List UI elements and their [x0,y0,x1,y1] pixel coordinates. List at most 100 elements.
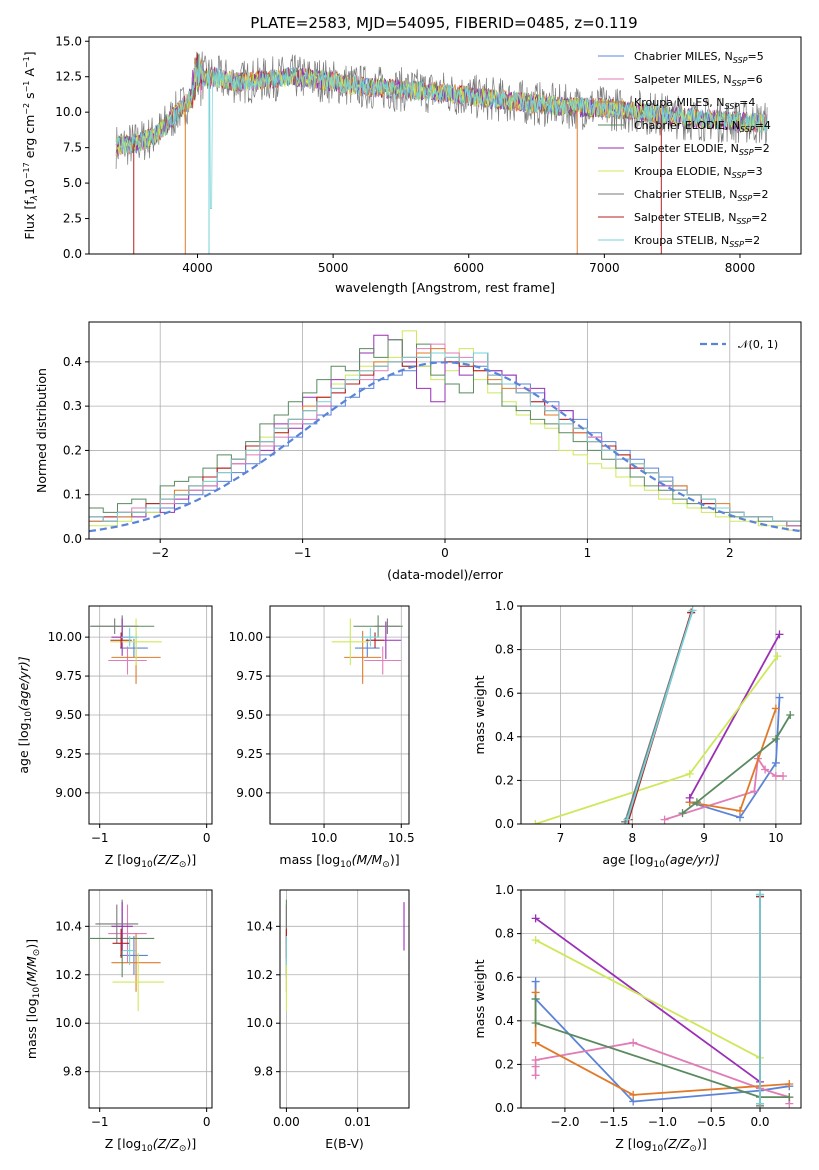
y-tick-label: 7.5 [63,141,82,155]
y-tick-label: 10.2 [55,968,82,982]
weight-marker [688,606,697,615]
x-axis-label: E(B-V) [325,1136,364,1151]
x-tick-label: −2.0 [550,1115,579,1129]
weight-marker [531,995,540,1003]
y-axis-label: Normed distribution [34,368,49,493]
y-tick-label: 5.0 [63,176,82,190]
panel-weight-vs-age: 7 8 9 10 0.0 0.2 0.4 0.6 0.8 1.0 mass weight age [l… [472,599,802,870]
x-tick-label: −1 [91,831,109,845]
x-tick-label: 5000 [318,261,349,275]
y-tick-label: 9.8 [254,1065,273,1079]
x-tick-label: −1 [91,1115,109,1129]
y-tick-label: 1.0 [495,883,514,897]
weight-marker [692,798,701,807]
x-axis-label: Z [log10(Z/Z⊙)] [615,1136,706,1154]
x-tick-label: 4000 [182,261,213,275]
weight-marker [623,815,632,824]
y-tick-label: 9.8 [63,1065,82,1079]
x-tick-label: 0 [203,831,211,845]
legend-entry: Salpeter ELODIE, NSSP=2 [634,142,770,157]
legend-entry: Kroupa STELIB, NSSP=2 [634,234,760,249]
y-tick-label: 0.0 [495,1101,514,1115]
y-tick-label: 9.75 [236,669,263,683]
weight-marker [771,734,780,743]
axes-frame [279,889,410,1109]
x-tick-label: 10.5 [388,831,415,845]
weight-marker [685,793,694,802]
weight-marker [531,936,540,945]
weight-marker [771,704,780,713]
weight-marker [660,815,669,824]
x-axis-label: age [log10(age/yr)] [602,852,719,870]
x-tick-label: 7000 [589,261,620,275]
y-tick-label: 10.0 [246,1016,273,1030]
weight-line [689,697,781,819]
y-tick-label: 10.00 [48,630,82,644]
y-axis-label: Flux [fλ10−17 erg cm−2 s−1 A−1] [22,51,40,239]
x-tick-label: −2 [151,546,169,560]
weight-marker [531,1071,540,1080]
y-tick-label: 0.0 [63,532,82,546]
y-tick-label: 0.4 [495,730,514,744]
weight-marker [531,1038,540,1047]
weight-marker [685,769,694,778]
weight-line [534,999,790,1098]
panel-mass-vs-ebv: 0.00 0.01 9.8 10.0 10.2 10.4 E(B-V) [246,889,410,1151]
x-axis-label: Z [log10(Z/Z⊙)] [105,1136,196,1154]
weight-marker [735,806,744,815]
x-axis-label: Z [log10(Z/Z⊙)] [105,852,196,870]
y-tick-label: 9.25 [236,747,263,761]
x-tick-label: 0.0 [750,1115,769,1129]
legend-entry: Chabrier MILES, NSSP=5 [634,50,764,65]
y-tick-label: 9.50 [236,708,263,722]
axes-frame [88,889,213,1109]
y-tick-label: 10.4 [55,919,82,933]
weight-marker [531,914,540,923]
y-tick-label: 12.5 [55,70,82,84]
y-axis-label: age [log10(age/yr)] [16,656,34,773]
histogram-step [89,352,801,522]
weight-marker [531,820,540,824]
weight-marker [678,809,687,818]
legend-entry: Chabrier ELODIE, NSSP=4 [634,119,771,134]
x-tick-label: 1 [584,546,592,560]
plot-area-spectrum [115,51,768,254]
y-tick-label: 0.2 [63,443,82,457]
y-tick-label: 0.2 [495,1057,514,1071]
y-tick-label: 9.25 [55,747,82,761]
weight-marker [531,977,540,986]
legend: Chabrier MILES, NSSP=5 Salpeter MILES, NS… [598,50,771,249]
y-tick-label: 0.4 [63,355,82,369]
legend-entry: Salpeter STELIB, NSSP=2 [634,211,767,226]
x-tick-label: 0.00 [273,1115,300,1129]
legend-entry: 𝒩(0, 1) [738,338,778,351]
weight-marker [786,711,795,719]
weight-marker [785,1093,794,1102]
plot-area-weight-vs-age [531,606,795,824]
weight-marker [779,772,788,781]
y-tick-label: 0.4 [495,1014,514,1028]
plot-area-residuals [89,330,801,533]
legend-entry: Salpeter MILES, NSSP=6 [634,73,763,88]
y-tick-label: 15.0 [55,34,82,48]
x-tick-label: 7 [557,831,565,845]
weight-line [535,655,779,824]
weight-marker [756,890,765,899]
weight-marker [750,787,759,796]
axes-frame [520,889,802,1109]
weight-marker [756,1099,765,1108]
weight-marker [775,630,784,639]
y-tick-label: 0.2 [495,773,514,787]
plot-area-age-vs-Z [90,615,162,684]
y-tick-label: 10.0 [55,105,82,119]
weight-line [535,939,761,1108]
panel-age-vs-mass: 10.0 10.5 9.00 9.25 9.50 9.75 10.00 mass [log10… [229,605,415,870]
x-tick-label: 10.0 [311,831,338,845]
panel-residuals: −2 −1 0 1 2 0.0 0.1 0.2 0.3 0.4 𝒩(0, 1) (data-model… [34,321,802,582]
x-tick-label: 2 [726,546,734,560]
plot-area-mass-vs-ebv [285,899,405,1012]
weight-line [535,917,761,1083]
y-tick-label: 9.00 [236,786,263,800]
y-tick-label: 0.6 [495,686,514,700]
